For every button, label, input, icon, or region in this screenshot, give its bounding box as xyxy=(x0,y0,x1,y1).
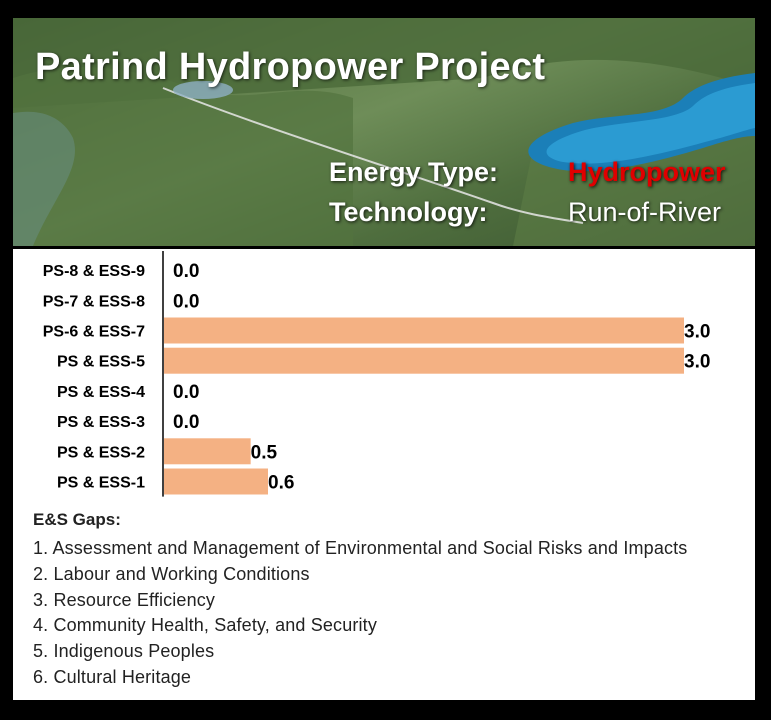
energy-type-label: Energy Type: xyxy=(329,157,499,187)
banner-divider xyxy=(13,246,755,249)
value-label: 0.5 xyxy=(251,442,278,463)
category-label: PS & ESS-2 xyxy=(57,444,145,461)
category-label: PS-8 & ESS-9 xyxy=(43,263,145,280)
value-label: 0.6 xyxy=(268,473,294,494)
legend-item: 2. Labour and Working Conditions xyxy=(33,563,310,584)
category-label: PS & ESS-3 xyxy=(57,414,145,431)
legend-heading: E&S Gaps: xyxy=(33,510,121,529)
gap-bar-chart: PS-8 & ESS-9 0.0 PS-7 & ESS-8 0.0 PS-6 & ESS… xyxy=(43,251,710,497)
category-label: PS & ESS-5 xyxy=(57,354,145,371)
value-label: 0.0 xyxy=(173,291,199,312)
energy-type-value: Hydropower xyxy=(568,157,726,187)
category-label: PS & ESS-1 xyxy=(57,475,145,492)
value-label: 0.0 xyxy=(173,382,199,403)
legend-item: 5. Indigenous Peoples xyxy=(33,641,215,662)
bar xyxy=(164,438,251,465)
technology-value: Run-of-River xyxy=(568,197,722,227)
bar xyxy=(164,347,684,374)
legend: E&S Gaps: 1. Assessment and Management o… xyxy=(33,510,687,691)
banner-image: Patrind Hydropower Project Energy Type: … xyxy=(13,18,755,246)
bar xyxy=(164,317,684,344)
project-card: Patrind Hydropower Project Energy Type: … xyxy=(10,15,758,703)
technology-label: Technology: xyxy=(329,197,488,227)
value-label: 0.0 xyxy=(173,261,199,282)
category-label: PS & ESS-4 xyxy=(57,384,145,401)
landscape-illustration xyxy=(13,18,755,246)
category-label: PS-7 & ESS-8 xyxy=(43,293,145,310)
category-label: PS-6 & ESS-7 xyxy=(43,324,145,341)
value-label: 0.0 xyxy=(173,412,199,433)
value-label: 3.0 xyxy=(684,352,710,373)
legend-item: 6. Cultural Heritage xyxy=(33,666,192,687)
legend-item: 4. Community Health, Safety, and Securit… xyxy=(33,615,377,636)
legend-item: 1. Assessment and Management of Environm… xyxy=(33,538,688,558)
value-label: 3.0 xyxy=(684,322,710,343)
legend-item: 3. Resource Efficiency xyxy=(33,589,216,610)
page-title: Patrind Hydropower Project xyxy=(35,46,546,88)
bar xyxy=(164,468,268,495)
